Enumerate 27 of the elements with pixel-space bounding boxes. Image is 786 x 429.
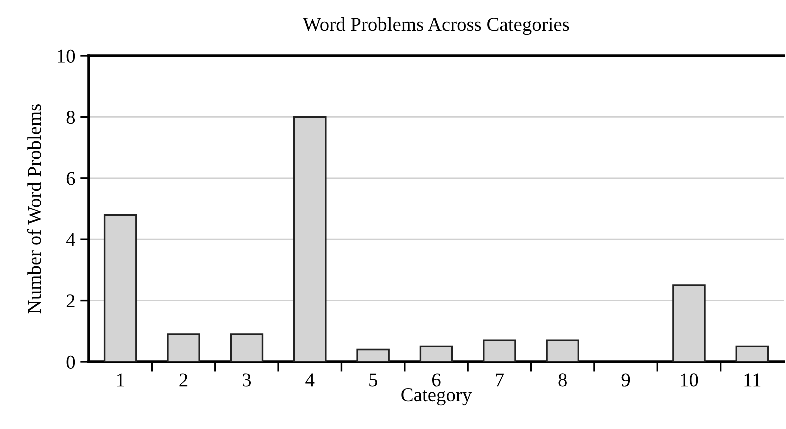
x-tick-label: 8	[558, 374, 567, 387]
x-tick-label: 10	[681, 374, 698, 387]
x-tick-label: 3	[243, 374, 252, 387]
x-tick-label: 6	[432, 374, 441, 387]
x-tick-label: 9	[622, 374, 630, 387]
x-tick-label: 7	[496, 374, 504, 387]
x-tick-label: 11	[744, 374, 761, 387]
y-tick-label: 10	[58, 50, 76, 63]
bar	[736, 346, 770, 362]
y-tick-label: 2	[66, 294, 75, 308]
bar	[546, 340, 580, 362]
x-tick-label: 1	[117, 374, 124, 387]
x-tick-label: 4	[306, 374, 315, 387]
chart-title: Word Problems Across Categories	[303, 18, 570, 36]
y-tick-label: 4	[66, 234, 76, 246]
bar	[483, 340, 516, 362]
y-tick-label: 6	[66, 172, 76, 186]
x-tick-label: 5	[370, 374, 378, 387]
x-axis-title: Category	[402, 388, 472, 406]
bar	[420, 346, 454, 362]
bar	[356, 348, 390, 362]
bar	[167, 334, 200, 362]
bar	[230, 334, 264, 362]
y-tick-label: 8	[66, 111, 76, 124]
y-axis-title: Number of Word Problems	[27, 104, 42, 314]
x-tick-label: 2	[180, 374, 188, 387]
y-tick-label: 0	[66, 356, 76, 369]
